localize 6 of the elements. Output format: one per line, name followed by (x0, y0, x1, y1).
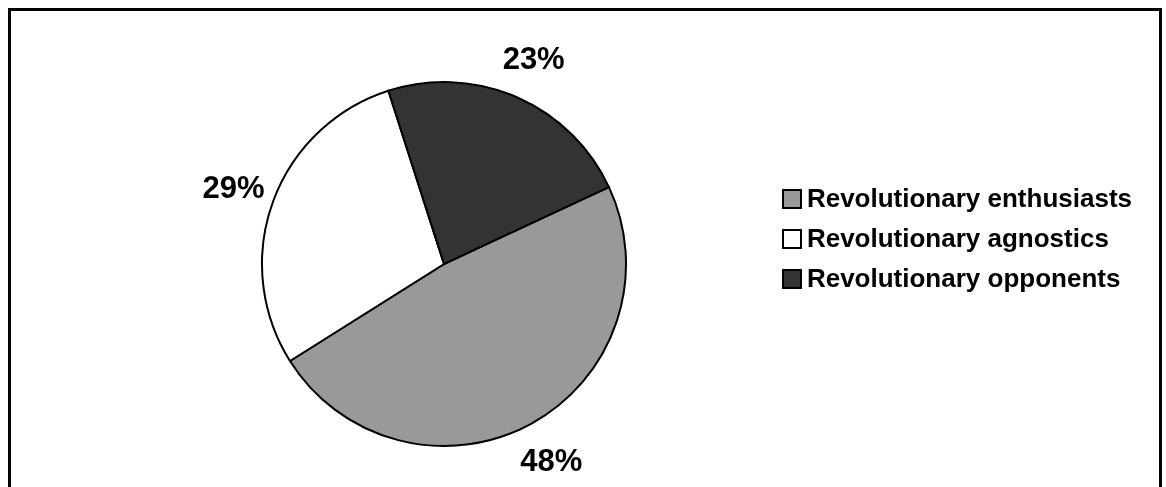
legend-label: Revolutionary opponents (806, 263, 1121, 294)
legend-label: Revolutionary agnostics (806, 223, 1109, 254)
data-label: 23% (502, 41, 565, 77)
data-label: 29% (202, 169, 265, 205)
legend-label: Revolutionary enthusiasts (806, 183, 1132, 214)
data-label: 48% (520, 443, 583, 479)
